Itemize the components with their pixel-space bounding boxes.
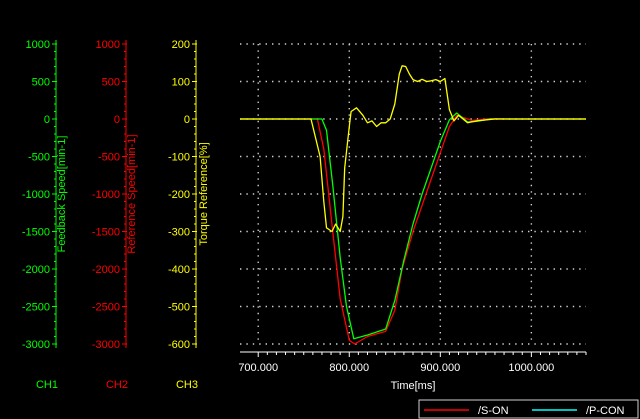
x-tick-label: 900.000 [420,362,460,374]
y-tick-label-ch1: 0 [44,114,50,126]
y-tick-label-ch1: -2500 [22,302,50,314]
series-line-ch3 [240,65,586,233]
x-tick-label: 800.000 [329,362,369,374]
channel-label-ch1[interactable]: CH1 [36,379,58,391]
y-axis-label-ch1: Feedback Speed[min-1] [56,136,68,253]
y-tick-label-ch2: -2000 [92,264,120,276]
y-tick-label-ch2: -1000 [92,189,120,201]
y-tick-label-ch2: 0 [114,114,120,126]
channel-label-ch2[interactable]: CH2 [106,379,128,391]
y-tick-label-ch3: -200 [168,189,190,201]
y-tick-label-ch3: -500 [168,302,190,314]
y-tick-label-ch2: -500 [98,152,120,164]
series-line-ch2 [240,114,586,345]
legend-label: /P-CON [586,405,625,417]
y-tick-label-ch1: -2000 [22,264,50,276]
y-tick-label-ch3: 100 [172,77,190,89]
y-tick-label-ch3: -600 [168,339,190,351]
x-tick-label: 1000.000 [508,362,554,374]
legend-box [418,399,639,419]
legend-label: /S-ON [478,405,509,417]
y-tick-label-ch2: 500 [102,77,120,89]
y-tick-label-ch1: -3000 [22,339,50,351]
y-tick-label-ch2: -2500 [92,302,120,314]
y-tick-label-ch1: 1000 [26,39,50,51]
x-tick-label: 700.000 [238,362,278,374]
y-tick-label-ch2: 1000 [96,39,120,51]
y-tick-label-ch3: -300 [168,227,190,239]
channel-label-ch3[interactable]: CH3 [176,379,198,391]
y-tick-label-ch2: -3000 [92,339,120,351]
series-line-ch1 [240,112,586,340]
y-tick-label-ch1: -1000 [22,189,50,201]
y-tick-label-ch2: -1500 [92,227,120,239]
x-axis-label: Time[ms] [391,380,436,392]
y-axis-label-ch3: Torque Reference[%] [198,142,210,245]
y-tick-label-ch1: -500 [28,152,50,164]
y-tick-label-ch3: -100 [168,152,190,164]
y-tick-label-ch3: 200 [172,39,190,51]
y-tick-label-ch1: -1500 [22,227,50,239]
y-axis-label-ch2: Reference Speed[min-1] [126,134,138,253]
y-tick-label-ch3: -400 [168,264,190,276]
y-tick-label-ch3: 0 [184,114,190,126]
y-tick-label-ch1: 500 [32,77,50,89]
